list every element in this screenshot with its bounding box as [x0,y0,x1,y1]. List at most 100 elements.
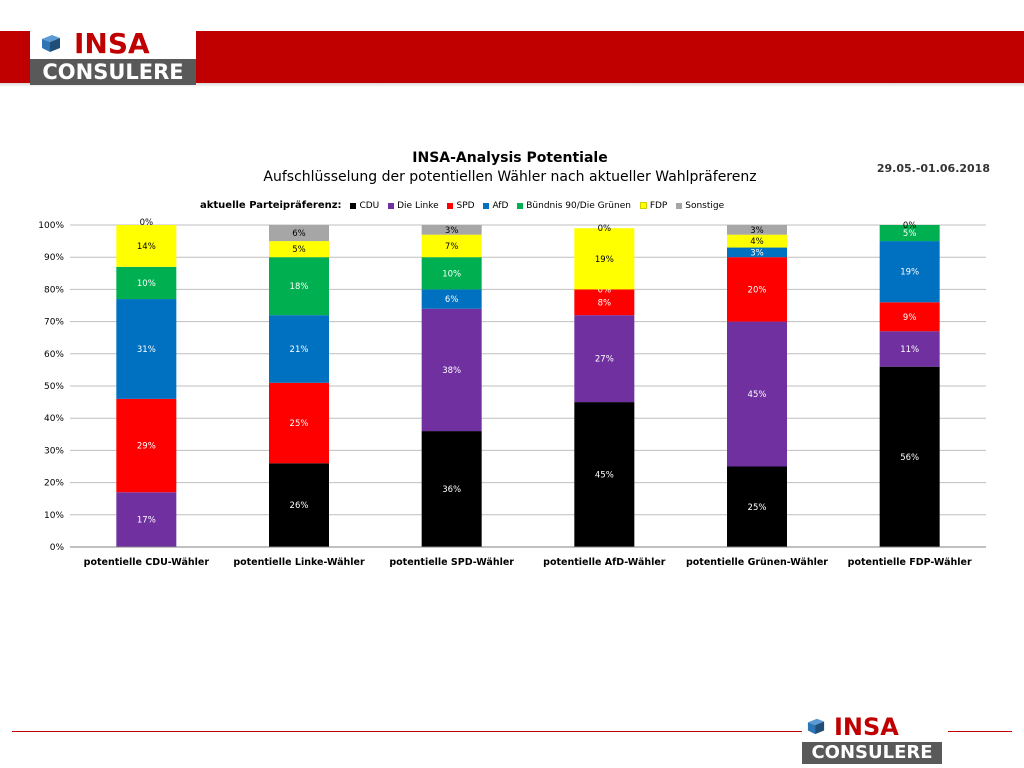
x-category-label: potentielle Grünen-Wähler [686,557,828,568]
bar-segment [727,321,787,467]
bar-segment [727,234,787,248]
legend-label: Bündnis 90/Die Grünen [526,201,631,211]
data-label: 10% [442,269,461,279]
data-label: 3% [445,226,459,236]
bar-segment [116,266,177,300]
legend-item-linke: Die Linke [388,201,439,211]
data-label: 14% [137,242,156,252]
survey-date: 29.05.-01.06.2018 [876,162,990,175]
data-label: 4% [750,237,764,247]
logo-brand-top: INSA [834,713,899,741]
data-label: 0% [598,224,612,234]
legend-swatch [639,202,647,209]
bar-segment [879,225,940,242]
data-label: 45% [595,471,614,481]
legend-label: Sonstige [685,201,725,211]
bar-segment [421,225,482,235]
bar-segment [269,257,329,316]
bar-segment [727,466,787,547]
data-label: 6% [292,229,306,239]
bar-segment [879,331,940,367]
bar-segment [269,315,329,383]
header-band-shadow [0,83,1024,87]
legend-swatch [676,202,683,209]
data-label: 18% [290,282,309,292]
legend-swatch [447,202,454,209]
legend-label: CDU [359,201,380,211]
y-tick-label: 20% [44,479,64,489]
data-label: 0% [140,218,154,228]
bar-segment [269,241,329,258]
legend-label: AfD [492,201,509,211]
bar-segment [421,308,482,432]
legend-title: aktuelle Parteipräferenz: [200,200,342,211]
bar-segment [879,241,940,303]
y-tick-label: 50% [44,382,64,392]
data-label: 17% [137,516,156,526]
bar-segment [116,225,177,267]
legend-swatch [350,202,357,209]
bar-segment [421,257,482,290]
y-tick-label: 60% [44,350,64,360]
data-label: 21% [290,345,309,355]
y-tick-label: 30% [44,446,64,456]
x-category-label: potentielle SPD-Wähler [389,557,514,568]
bar-segment [269,382,329,464]
x-category-label: potentielle CDU-Wähler [84,557,210,568]
x-category-label: potentielle AfD-Wähler [543,557,666,568]
footer-logo: INSA CONSULERE [802,714,942,764]
cube-icon [807,718,825,735]
bar-segment [269,225,329,242]
bar-segment [879,366,940,547]
footer-line-left [12,731,802,732]
bar-segment [727,225,787,235]
legend-item-gruene: Bündnis 90/Die Grünen [517,201,631,211]
data-label: 10% [137,279,156,289]
data-label: 19% [900,268,919,278]
y-tick-label: 100% [38,221,64,231]
data-label: 31% [137,345,156,355]
bar-segment [574,289,635,316]
data-label: 27% [595,355,614,365]
legend-label: Die Linke [397,201,439,211]
bar-segment [879,302,940,332]
bar-segment [574,402,635,547]
data-label: 36% [442,485,461,495]
legend-item-spd: SPD [447,201,475,211]
legend-label: SPD [456,201,475,211]
data-label: 5% [292,245,306,255]
data-label: 19% [595,255,614,265]
data-label: 0% [598,285,612,295]
stacked-bar-chart: 0% 10% 20% 30% 40% 50% 60% 70% 80% 90% 100% 17% 29% 3… [38,218,986,568]
legend-label: FDP [649,201,668,211]
data-label: 7% [445,242,459,252]
data-label: 5% [903,229,917,239]
data-label: 20% [748,285,767,295]
data-label: 25% [748,503,767,513]
logo-brand-top: INSA [74,27,150,60]
y-tick-label: 10% [44,511,64,521]
footer-line-right [948,731,1012,732]
data-label: 25% [290,419,309,429]
data-label: 45% [748,390,767,400]
bar-segment [574,315,635,403]
legend-item-sonstige: Sonstige [676,201,724,211]
data-label: 6% [445,295,459,305]
logo-top: INSA [802,713,942,741]
bar-segment [116,398,177,493]
data-label: 3% [750,226,764,236]
chart-subtitle: Aufschlüsselung der potentiellen Wähler … [263,169,757,185]
data-label: 38% [442,366,461,376]
y-tick-label: 90% [44,253,64,263]
data-label: 0% [903,221,917,231]
legend-swatch [388,202,395,209]
x-category-label: potentielle FDP-Wähler [848,557,972,568]
data-label: 26% [290,501,309,511]
legend-item-afd: AfD [483,201,508,211]
bar-segment [116,299,177,399]
legend-item-fdp: FDP [639,201,668,211]
legend-swatch [483,202,490,209]
cube-icon [42,35,60,52]
bar-segment [727,247,787,258]
y-tick-label: 80% [44,285,64,295]
